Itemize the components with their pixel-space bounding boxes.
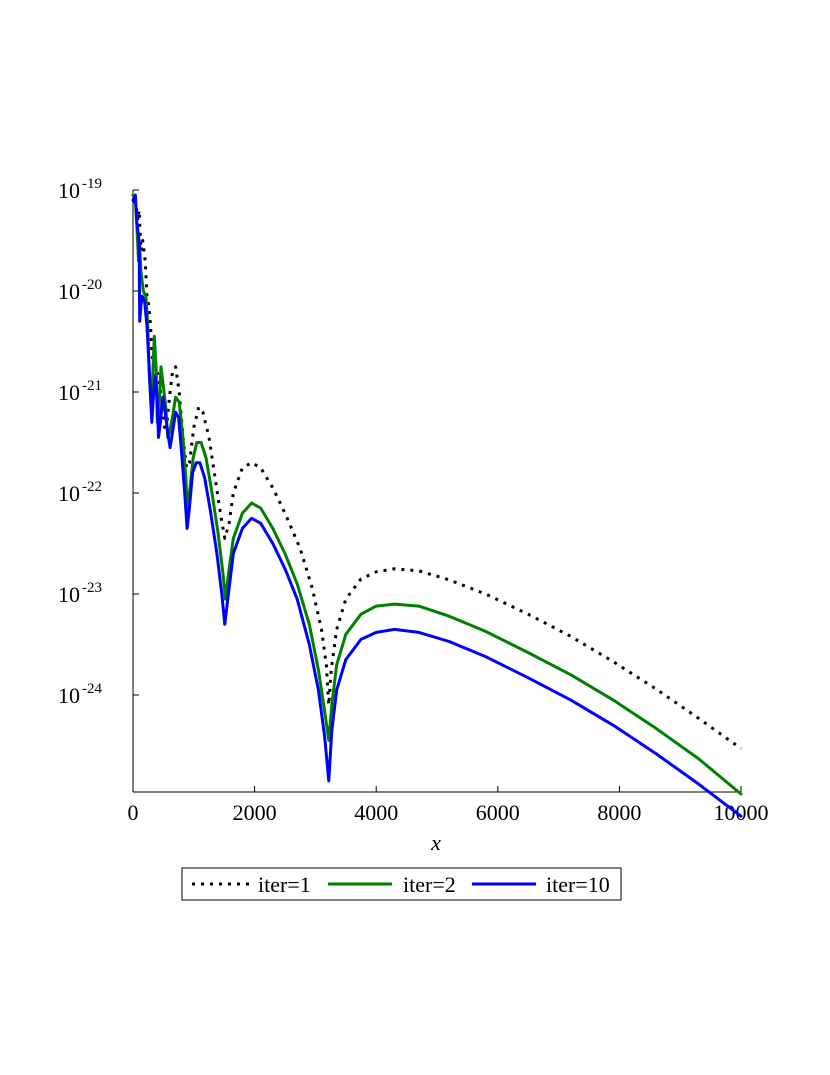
y-tick-label: 10 [58, 481, 80, 506]
y-tick-exponent: -20 [82, 277, 102, 293]
x-tick-label: 4000 [354, 800, 398, 825]
series-group [131, 193, 743, 818]
y-tick-label: 10 [58, 683, 80, 708]
x-tick-label: 10000 [714, 800, 769, 825]
y-tick-label: 10 [58, 582, 80, 607]
series-line-iter-2 [131, 193, 743, 796]
legend-label-iter-10: iter=10 [546, 872, 610, 897]
y-tick-exponent: -21 [82, 378, 102, 394]
legend-box [181, 867, 622, 901]
x-axis-title: x [430, 830, 441, 855]
x-tick-label: 8000 [597, 800, 641, 825]
y-tick-exponent: -23 [82, 580, 102, 596]
series-line-iter-10 [131, 193, 743, 818]
y-tick-exponent: -24 [82, 681, 102, 697]
y-tick-label: 10 [58, 178, 80, 203]
x-tick-label: 0 [128, 800, 139, 825]
y-tick-label: 10 [58, 279, 80, 304]
x-ticks: 0 2000 4000 6000 8000 10000 [128, 786, 769, 825]
legend-label-iter-2: iter=2 [403, 872, 456, 897]
x-tick-label: 2000 [233, 800, 277, 825]
series-line-iter-1 [131, 199, 742, 750]
legend-label-iter-1: iter=1 [258, 872, 311, 897]
y-tick-exponent: -19 [82, 176, 102, 192]
legend: iter=1 iter=2 iter=10 [181, 867, 622, 901]
y-tick-label: 10 [58, 380, 80, 405]
x-tick-label: 6000 [476, 800, 520, 825]
y-tick-exponent: -22 [82, 479, 102, 495]
axes [132, 190, 741, 793]
